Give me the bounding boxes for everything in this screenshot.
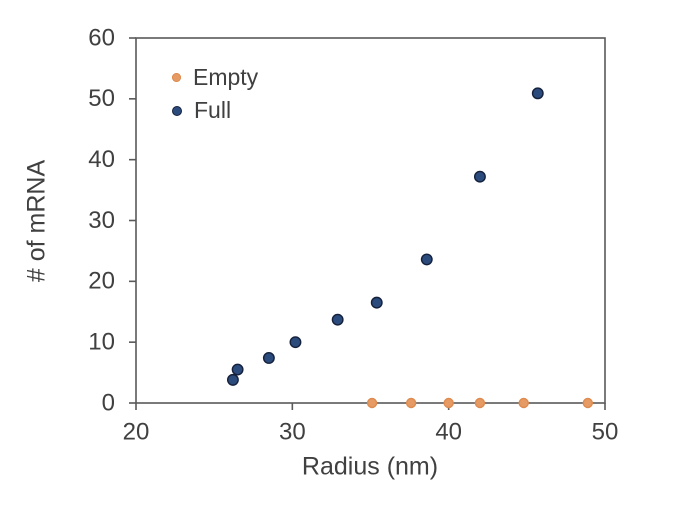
y-tick-label: 20 (88, 268, 115, 295)
empty-data-point (518, 397, 529, 409)
full-data-point (289, 336, 302, 349)
legend-label-full: Full (194, 97, 232, 123)
x-tick-label: 50 (592, 418, 619, 445)
y-tick-label: 50 (88, 85, 115, 112)
x-tick-label: 20 (123, 418, 150, 445)
axis-tick-labels: 20 30 40 50 0 10 20 30 40 50 60 (88, 24, 618, 445)
full-data-point (262, 352, 275, 364)
full-data-point (473, 170, 486, 183)
full-data-point (331, 313, 344, 326)
y-axis-title: # of mRNA (22, 159, 51, 283)
legend-item-empty: Empty (172, 61, 258, 94)
empty-data-point (405, 397, 417, 409)
full-data-point (531, 87, 544, 100)
legend-item-full: Full (172, 94, 258, 127)
empty-data-point (366, 397, 378, 409)
empty-series-marker-icon (172, 73, 181, 82)
x-tick-label: 30 (279, 418, 306, 445)
x-tick-label: 40 (435, 418, 462, 445)
full-series-marker-icon (172, 105, 182, 116)
empty-data-point (474, 397, 486, 409)
full-data-point (231, 363, 244, 376)
empty-data-point (443, 397, 454, 409)
axis-ticks (129, 37, 606, 410)
data-points (226, 87, 594, 409)
empty-data-point (582, 397, 594, 409)
full-data-point (226, 373, 239, 386)
legend: Empty Full (172, 61, 258, 127)
y-tick-label: 10 (88, 329, 115, 356)
y-tick-label: 60 (88, 24, 115, 51)
y-tick-label: 0 (102, 389, 115, 416)
y-tick-label: 40 (88, 146, 115, 173)
y-tick-label: 30 (88, 207, 115, 234)
x-axis-title: Radius (nm) (301, 452, 439, 481)
full-data-point (370, 296, 383, 309)
legend-label-empty: Empty (193, 64, 259, 90)
full-data-point (420, 253, 433, 266)
